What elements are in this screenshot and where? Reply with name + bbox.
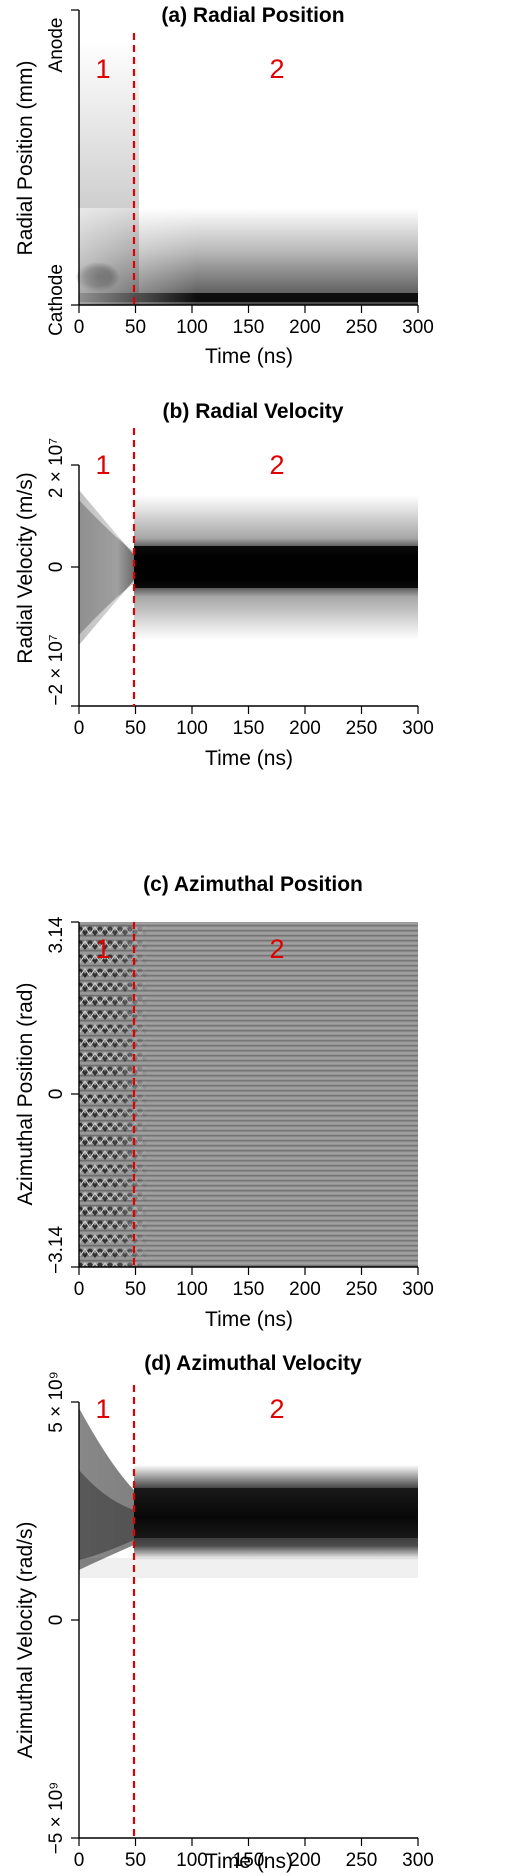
x-tick-label: 250 (346, 1279, 378, 1300)
x-axis-label: Time (ns) (205, 345, 293, 368)
y-tick-label-top: 5 × 10⁹ (46, 1371, 67, 1433)
region-2-label: 2 (269, 450, 284, 480)
x-axis-label: Time (ns) (205, 747, 293, 770)
heatmap (79, 490, 418, 645)
panel-b: (b) Radial Velocity 2 × 10⁷ 0 −2 × 10⁷ R… (14, 400, 434, 770)
y-tick-label-bottom: −2 × 10⁷ (46, 634, 67, 705)
region-2-label: 2 (269, 54, 284, 84)
x-axis-label: Time (ns) (205, 1308, 293, 1331)
y-axis-label: Radial Velocity (m/s) (14, 472, 37, 663)
x-tick-label: 250 (346, 1850, 378, 1871)
y-ticks (71, 9, 79, 306)
x-tick-label: 100 (176, 1850, 208, 1871)
x-tick-label: 50 (125, 1279, 146, 1300)
x-axis-label: Time (ns) (205, 1850, 293, 1873)
y-ticks (71, 1401, 79, 1839)
y-tick-label-zero: 0 (46, 562, 67, 573)
y-tick-label-zero: 0 (46, 1615, 67, 1626)
x-tick-label: 0 (74, 1850, 85, 1871)
region-2-label: 2 (269, 934, 284, 964)
x-tick-label: 200 (289, 1850, 321, 1871)
x-tick-label: 0 (74, 718, 85, 739)
x-tick-label: 100 (176, 718, 208, 739)
x-tick-label: 100 (176, 317, 208, 338)
x-tick-label: 200 (289, 718, 321, 739)
x-tick-label: 50 (125, 1850, 146, 1871)
x-tick-label: 50 (125, 718, 146, 739)
x-tick-label: 50 (125, 317, 146, 338)
x-tick-label: 0 (74, 1279, 85, 1300)
x-tick-label: 150 (233, 317, 265, 338)
x-tick-label: 300 (402, 317, 434, 338)
panel-title: (a) Radial Position (161, 4, 344, 27)
x-tick-label: 100 (176, 1279, 208, 1300)
heatmap (76, 40, 418, 305)
panel-title: (d) Azimuthal Velocity (144, 1352, 362, 1375)
panel-d: (d) Azimuthal Velocity 5 × 10⁹ 0 −5 × 10… (14, 1352, 434, 1873)
region-1-label: 1 (95, 450, 110, 480)
y-axis-label: Azimuthal Position (rad) (14, 983, 37, 1206)
x-tick-label: 250 (346, 317, 378, 338)
x-ticks: 0 50 100 150 200 250 300 (74, 706, 434, 739)
y-tick-label-anode: Anode (46, 18, 67, 73)
y-axis-label: Radial Position (mm) (14, 61, 37, 256)
x-tick-label: 150 (233, 1850, 265, 1871)
y-ticks (71, 464, 79, 707)
panel-title: (c) Azimuthal Position (143, 873, 363, 896)
x-tick-label: 0 (74, 317, 85, 338)
y-axis-label: Azimuthal Velocity (rad/s) (14, 1522, 37, 1759)
panel-title: (b) Radial Velocity (163, 400, 344, 423)
x-tick-label: 200 (289, 1279, 321, 1300)
region-1-label: 1 (95, 1394, 110, 1424)
x-tick-label: 150 (233, 718, 265, 739)
x-tick-label: 200 (289, 317, 321, 338)
y-tick-label-top: 2 × 10⁷ (46, 438, 67, 498)
region-2-label: 2 (269, 1394, 284, 1424)
x-ticks: 0 50 100 150 200 250 300 (74, 1267, 434, 1300)
y-tick-label-top: 3.14 (46, 916, 67, 953)
x-ticks: 0 50 100 150 200 250 300 (74, 305, 434, 338)
y-tick-label-bottom: −5 × 10⁹ (46, 1782, 67, 1855)
y-ticks (71, 921, 79, 1268)
heatmap (79, 922, 418, 1267)
x-tick-label: 250 (346, 718, 378, 739)
panel-a: (a) Radial Position Anode Cathode Radial… (14, 4, 434, 368)
y-tick-label-cathode: Cathode (46, 264, 67, 336)
y-tick-label-bottom: −3.14 (46, 1226, 67, 1275)
x-ticks: 0 50 100 150 200 250 300 (74, 1838, 434, 1871)
x-tick-label: 300 (402, 718, 434, 739)
y-tick-label-zero: 0 (46, 1089, 67, 1100)
region-1-label: 1 (95, 54, 110, 84)
heatmap (79, 1408, 418, 1578)
region-1-label: 1 (95, 934, 110, 964)
x-tick-label: 300 (402, 1850, 434, 1871)
x-tick-label: 150 (233, 1279, 265, 1300)
panel-c: (c) Azimuthal Position 3.14 0 −3.14 Azim… (14, 873, 434, 1331)
x-tick-label: 300 (402, 1279, 434, 1300)
